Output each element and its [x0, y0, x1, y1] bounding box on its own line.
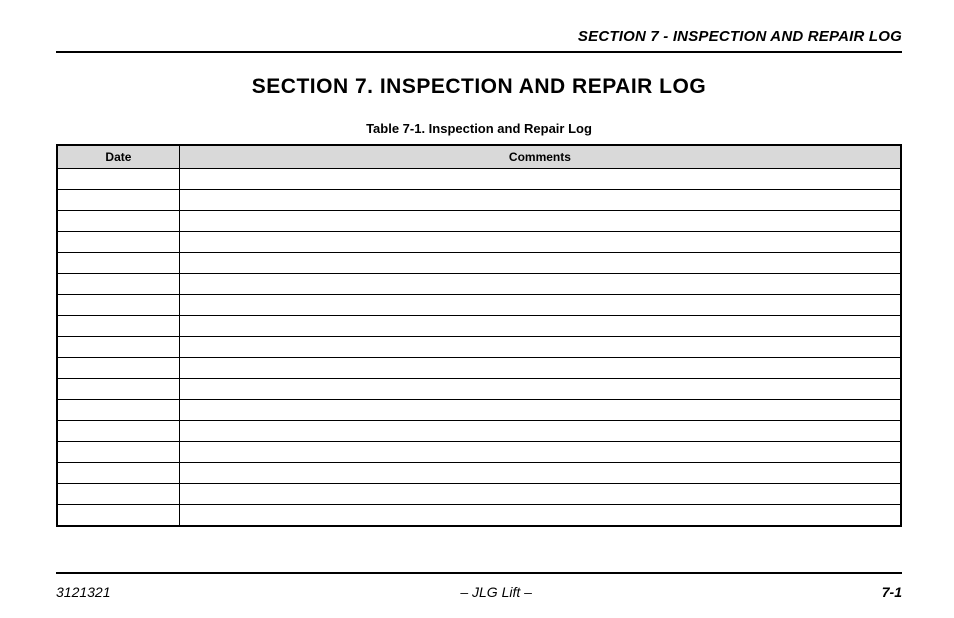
footer-center-text: – JLG Lift – — [460, 584, 532, 600]
table-row — [57, 484, 901, 505]
table-row — [57, 169, 901, 190]
table-row — [57, 505, 901, 526]
running-header: SECTION 7 - INSPECTION AND REPAIR LOG — [56, 28, 902, 53]
cell-comments — [179, 421, 901, 442]
table-row — [57, 358, 901, 379]
cell-date — [57, 169, 179, 190]
cell-comments — [179, 358, 901, 379]
table-caption: Table 7-1. Inspection and Repair Log — [56, 121, 902, 136]
table-row — [57, 211, 901, 232]
cell-comments — [179, 463, 901, 484]
table-row — [57, 463, 901, 484]
cell-date — [57, 253, 179, 274]
col-header-comments: Comments — [179, 145, 901, 169]
inspection-log-table: Date Comments — [56, 144, 902, 527]
cell-comments — [179, 169, 901, 190]
cell-comments — [179, 379, 901, 400]
cell-date — [57, 316, 179, 337]
cell-date — [57, 379, 179, 400]
cell-date — [57, 295, 179, 316]
cell-date — [57, 358, 179, 379]
cell-date — [57, 337, 179, 358]
page: SECTION 7 - INSPECTION AND REPAIR LOG SE… — [0, 0, 954, 618]
cell-date — [57, 484, 179, 505]
table-row — [57, 253, 901, 274]
cell-comments — [179, 295, 901, 316]
cell-date — [57, 505, 179, 526]
table-row — [57, 295, 901, 316]
cell-date — [57, 274, 179, 295]
table-header-row: Date Comments — [57, 145, 901, 169]
cell-date — [57, 211, 179, 232]
table-row — [57, 190, 901, 211]
cell-comments — [179, 232, 901, 253]
table-row — [57, 442, 901, 463]
col-header-date: Date — [57, 145, 179, 169]
cell-date — [57, 190, 179, 211]
cell-date — [57, 400, 179, 421]
cell-comments — [179, 253, 901, 274]
table-row — [57, 421, 901, 442]
cell-date — [57, 421, 179, 442]
cell-comments — [179, 484, 901, 505]
table-body — [57, 169, 901, 526]
table-row — [57, 337, 901, 358]
table-row — [57, 274, 901, 295]
table-row — [57, 400, 901, 421]
table-header: Date Comments — [57, 145, 901, 169]
cell-date — [57, 463, 179, 484]
cell-comments — [179, 400, 901, 421]
footer-doc-number: 3121321 — [56, 584, 111, 600]
cell-comments — [179, 190, 901, 211]
cell-comments — [179, 505, 901, 526]
page-footer: 3121321 – JLG Lift – 7-1 — [56, 572, 902, 600]
cell-comments — [179, 316, 901, 337]
table-row — [57, 232, 901, 253]
section-title: SECTION 7. INSPECTION AND REPAIR LOG — [56, 75, 902, 99]
cell-comments — [179, 211, 901, 232]
footer-page-number: 7-1 — [882, 584, 902, 600]
cell-comments — [179, 442, 901, 463]
cell-date — [57, 232, 179, 253]
cell-comments — [179, 274, 901, 295]
table-row — [57, 379, 901, 400]
cell-comments — [179, 337, 901, 358]
table-row — [57, 316, 901, 337]
cell-date — [57, 442, 179, 463]
